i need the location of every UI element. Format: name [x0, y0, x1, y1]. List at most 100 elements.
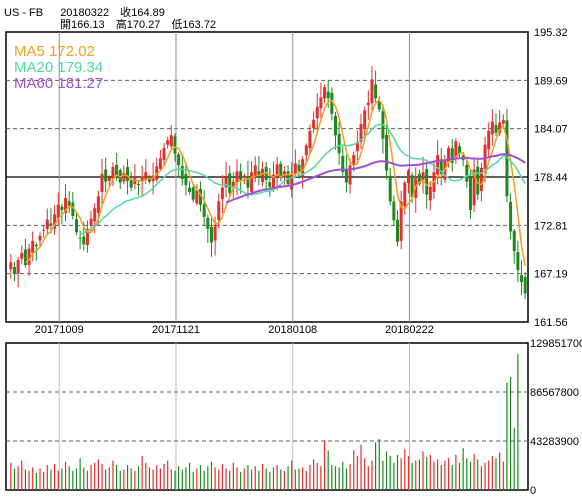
candle-body — [23, 249, 27, 265]
candle-body — [166, 140, 170, 145]
candle-body — [479, 167, 483, 192]
candle-body — [447, 148, 451, 163]
candle-body — [56, 204, 60, 219]
candle-body — [31, 240, 35, 253]
candle-body — [89, 218, 93, 225]
date-label: 20180322 — [60, 7, 110, 19]
price-tick-label: 172.81 — [534, 220, 568, 232]
candle-body — [301, 159, 305, 177]
candle-body — [228, 173, 232, 193]
candle-body — [158, 158, 162, 169]
date-tick-label: 20180108 — [268, 324, 317, 336]
candle-body — [417, 173, 421, 185]
candle-body — [199, 189, 203, 205]
candle-body — [312, 119, 316, 129]
candle-body — [366, 102, 370, 106]
candle-body — [34, 244, 38, 247]
candle-body — [286, 171, 290, 185]
candle-body — [472, 169, 476, 206]
candle-body — [454, 141, 458, 158]
candle-body — [195, 190, 199, 204]
candle-body — [202, 204, 206, 217]
candle-body — [509, 201, 513, 232]
candle-body — [42, 229, 46, 231]
price-tick-label: 184.07 — [534, 124, 568, 136]
candle-body — [348, 165, 352, 185]
candle-body — [184, 173, 188, 186]
candle-body — [396, 220, 399, 242]
candle-body — [173, 136, 177, 154]
candle-body — [523, 276, 527, 294]
close-price-label: 收164.89 — [120, 7, 165, 19]
candle-body — [144, 172, 148, 180]
candle-body — [235, 171, 239, 183]
candle-body — [177, 154, 181, 166]
candle-body — [421, 172, 425, 181]
volume-panel: 129851700 86567800 43283900 0 — [5, 338, 582, 497]
candle-body — [78, 237, 82, 239]
candle-body — [392, 201, 396, 221]
candle-body — [293, 163, 297, 174]
candle-body — [71, 202, 75, 216]
price-tick-label: 195.32 — [534, 27, 568, 39]
candle-body — [96, 196, 100, 213]
candle-body — [155, 166, 159, 180]
candle-body — [399, 201, 403, 241]
candle-body — [359, 124, 363, 142]
candle-body — [425, 169, 429, 195]
candle-body — [468, 177, 472, 210]
candle-body — [450, 148, 454, 163]
candle-body — [93, 208, 97, 222]
candle-body — [9, 262, 13, 270]
candle-body — [344, 169, 348, 183]
candle-body — [60, 206, 64, 210]
candle-body — [330, 92, 334, 114]
candle-body — [129, 179, 133, 188]
candle-body — [104, 169, 108, 182]
candle-body — [257, 171, 261, 177]
price-tick-label: 189.69 — [534, 75, 568, 87]
candle-body — [436, 155, 440, 175]
candle-body — [439, 159, 443, 174]
candle-body — [213, 224, 217, 241]
candle-body — [323, 87, 327, 99]
ma20-line — [79, 123, 526, 235]
candle-body — [82, 236, 86, 245]
candle-body — [406, 170, 410, 183]
candle-body — [352, 155, 356, 165]
candle-body — [377, 101, 381, 110]
ma20-legend-label: MA20 179.34 — [14, 59, 103, 76]
candle-body — [520, 275, 524, 283]
candle-body — [209, 226, 213, 243]
candle-body — [341, 155, 345, 173]
candle-body — [137, 183, 140, 185]
candle-body — [279, 163, 283, 178]
candle-body — [162, 148, 166, 161]
candle-body — [74, 219, 78, 233]
candle-body — [465, 164, 469, 182]
candle-body — [107, 177, 111, 181]
candle-body — [403, 182, 407, 207]
ma60-line — [225, 153, 526, 204]
candle-body — [370, 79, 374, 104]
candle-body — [239, 171, 243, 180]
candle-body — [261, 168, 265, 183]
candle-body — [206, 217, 210, 229]
volume-tick-label: 129851700 — [530, 338, 582, 350]
candle-body — [85, 228, 89, 246]
volume-tick-label: 86567800 — [530, 387, 579, 399]
candle-body — [304, 145, 308, 156]
candle-body — [268, 182, 272, 187]
candle-body — [250, 172, 254, 192]
price-tick-label: 178.44 — [534, 172, 568, 184]
candle-body — [490, 121, 494, 135]
candle-body — [140, 176, 144, 182]
candle-body — [27, 248, 31, 265]
candle-body — [410, 175, 414, 198]
candle-body — [326, 91, 330, 99]
volume-panel-frame — [5, 342, 529, 491]
candle-body — [20, 252, 24, 259]
candle-body — [337, 133, 341, 154]
date-tick-label: 20171009 — [35, 324, 84, 336]
